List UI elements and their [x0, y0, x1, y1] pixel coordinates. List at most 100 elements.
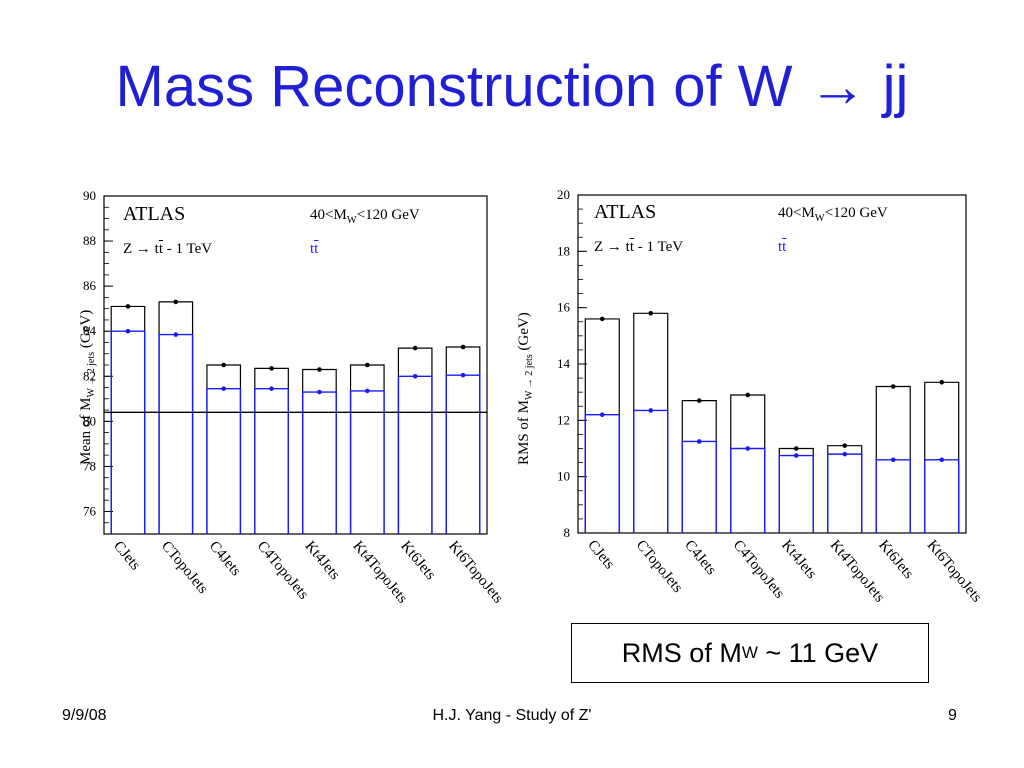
bar-2jets: [875, 459, 911, 533]
bar-2jets: [301, 391, 337, 534]
atlas-label: ATLAS: [594, 201, 657, 223]
point-2jets: [412, 373, 418, 379]
y-tick-label: 14: [557, 356, 571, 371]
bar-2jets: [158, 333, 194, 534]
bar-all: [110, 305, 146, 534]
bar-all: [254, 367, 289, 534]
x-category-label: CJets: [584, 537, 617, 572]
point-all: [696, 398, 702, 403]
rms-chart: 8 10 12 14 16 18 20 CJets CTopoJets C4Jets C4TopoJ…: [508, 180, 986, 620]
point-all: [125, 304, 131, 309]
bar-2jets: [206, 387, 242, 534]
bar-2jets: [254, 387, 290, 534]
bar-all: [681, 400, 717, 533]
point-all: [793, 446, 799, 451]
note-tail: ~ 11 GeV: [757, 637, 879, 668]
x-category-label: Kt6Jets: [875, 537, 916, 582]
y-tick-label: 82: [83, 368, 96, 383]
note-subscript: W: [741, 643, 758, 662]
bar-2jets: [827, 453, 863, 533]
x-category-label: CTopoJets: [633, 537, 686, 596]
footer-date: 9/9/08: [62, 707, 107, 724]
atlas-label: ATLAS: [123, 203, 186, 225]
y-tick-label: 18: [557, 243, 570, 258]
point-2jets: [599, 412, 605, 417]
y-tick-label: 78: [83, 458, 96, 473]
point-2jets: [365, 388, 370, 394]
point-2jets: [939, 457, 945, 463]
x-category-label: C4Jets: [681, 537, 719, 578]
y-tick-label: 12: [557, 412, 570, 427]
mean-chart: 76 78 80 82 84 86 88 90 CJets CTopoJets C4Jets C4To…: [38, 180, 508, 620]
point-2jets: [221, 386, 226, 391]
bar-2jets: [397, 375, 433, 534]
point-2jets: [696, 439, 702, 444]
bar-2jets: [681, 440, 717, 533]
y-tick-label: 16: [557, 300, 571, 315]
point-all: [412, 345, 418, 351]
y-tick-label: 80: [83, 413, 96, 428]
x-category-label: CJets: [110, 538, 143, 573]
process-label: Z → tt - 1 TeV: [594, 239, 684, 255]
y-axis-label: RMS of MW → 2 jets (GeV): [516, 312, 535, 465]
slide-title: Mass Reconstruction of W → jj: [115, 54, 909, 119]
point-all: [939, 380, 945, 385]
bar-all: [730, 394, 766, 533]
point-all: [745, 392, 751, 398]
note-text: RMS of M: [621, 637, 742, 668]
y-tick-label: 20: [557, 187, 570, 202]
x-category-label: Kt4Jets: [778, 537, 819, 582]
point-all: [648, 311, 654, 316]
point-all: [365, 362, 370, 368]
point-all: [173, 299, 179, 305]
point-all: [269, 366, 274, 371]
bar-2jets: [110, 330, 146, 534]
point-2jets: [173, 332, 179, 337]
bar-2jets: [778, 454, 814, 533]
point-all: [599, 316, 605, 322]
y-tick-label: 8: [564, 525, 571, 540]
point-all: [890, 384, 896, 389]
y-tick-label: 86: [83, 278, 97, 293]
footer-page-number: 9: [948, 707, 957, 724]
process-label: Z → tt - 1 TeV: [123, 241, 213, 257]
y-tick-label: 84: [83, 323, 97, 338]
y-tick-label: 76: [83, 503, 97, 518]
x-category-label: CTopoJets: [158, 538, 211, 597]
point-all: [460, 344, 466, 350]
point-2jets: [460, 372, 466, 378]
y-tick-label: 90: [83, 188, 96, 203]
point-2jets: [648, 408, 654, 413]
bar-2jets: [924, 459, 960, 533]
y-axis-label: Mean of MW → 2 jets (GeV): [78, 309, 97, 465]
point-2jets: [745, 446, 751, 451]
y-tick-label: 88: [83, 233, 96, 248]
bar-all: [827, 445, 863, 533]
point-all: [842, 443, 848, 448]
x-category-label: Kt6TopoJets: [924, 537, 985, 605]
x-category-label: Kt4Jets: [302, 538, 343, 583]
bar-all: [633, 312, 669, 533]
x-category-label: Kt6Jets: [397, 538, 438, 583]
x-category-label: C4Jets: [206, 538, 244, 579]
cut-label: 40<MW<120 GeV: [778, 205, 888, 224]
bar-2jets: [445, 374, 481, 534]
cut-label: 40<MW<120 GeV: [310, 207, 420, 226]
bar-2jets: [730, 447, 766, 533]
bar-all: [584, 318, 620, 533]
sample-label: tt: [310, 241, 319, 257]
bar-all: [778, 447, 814, 533]
bar-2jets: [584, 414, 620, 533]
point-all: [317, 367, 322, 372]
point-2jets: [842, 451, 848, 457]
x-category-label: Kt6TopoJets: [445, 538, 506, 606]
point-2jets: [317, 389, 322, 395]
point-all: [221, 362, 226, 368]
point-2jets: [890, 457, 896, 463]
point-2jets: [125, 328, 131, 334]
footer-center: H.J. Yang - Study of Z': [432, 707, 592, 724]
bar-2jets: [633, 409, 669, 533]
